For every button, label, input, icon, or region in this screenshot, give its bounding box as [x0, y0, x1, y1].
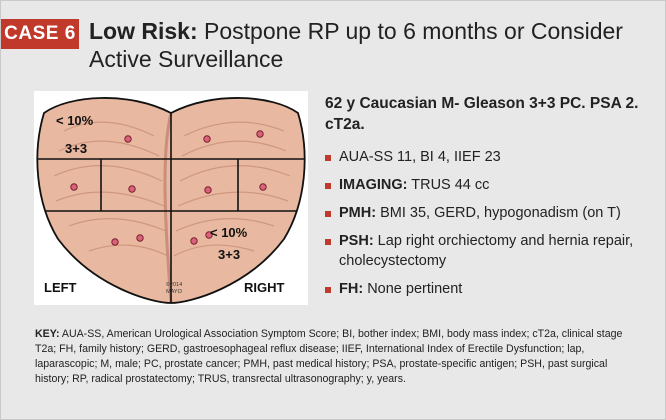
biopsy-site: [70, 183, 78, 191]
biopsy-site: [111, 238, 119, 246]
abbreviation-key: KEY: AUA-SS, American Urological Associa…: [35, 327, 635, 387]
history-item: PMH: BMI 35, GERD, hypogonadism (on T): [325, 203, 655, 223]
history-item: AUA-SS 11, BI 4, IIEF 23: [325, 147, 655, 167]
risk-level-label: Low Risk:: [89, 18, 198, 44]
prostate-outline: [36, 97, 306, 304]
key-label: KEY:: [35, 328, 60, 340]
history-item-text: TRUS 44 cc: [407, 177, 490, 193]
bottom-right-gleason-label: 3+3: [218, 247, 240, 262]
history-item-text: Lap right orchiectomy and hernia repair,…: [339, 233, 634, 269]
history-item-label: FH:: [339, 281, 364, 297]
copyright-year: ©2014: [166, 281, 182, 288]
patient-summary: 62 y Caucasian M- Gleason 3+3 PC. PSA 2.…: [325, 95, 639, 133]
history-item: PSH: Lap right orchiectomy and hernia re…: [325, 231, 655, 271]
biopsy-sites: [70, 130, 267, 246]
key-text: AUA-SS, American Urological Association …: [35, 328, 623, 385]
right-side-label: RIGHT: [244, 280, 285, 295]
case-badge: CASE 6: [1, 19, 79, 49]
bottom-right-percent-label: < 10%: [210, 225, 248, 240]
recommendation-text: Postpone RP up to 6 months or Consider A…: [89, 18, 623, 72]
bullet-marker: [325, 183, 331, 189]
history-item-text: None pertinent: [363, 281, 463, 297]
case-title: Low Risk: Postpone RP up to 6 months or …: [89, 17, 649, 73]
biopsy-site: [190, 237, 198, 245]
bullet-marker: [325, 239, 331, 245]
history-item-text: AUA-SS 11, BI 4, IIEF 23: [339, 149, 501, 165]
history-item-text: BMI 35, GERD, hypogonadism (on T): [376, 205, 621, 221]
biopsy-grid: [37, 97, 305, 304]
biopsy-site: [259, 183, 267, 191]
biopsy-site: [256, 130, 264, 138]
history-item-label: IMAGING:: [339, 177, 408, 193]
history-item-label: PSH:: [339, 233, 374, 249]
top-left-percent-label: < 10%: [56, 113, 94, 128]
prostate-biopsy-diagram: < 10% 3+3 < 10% 3+3 LEFT RIGHT ©2014 MAY…: [34, 91, 308, 305]
history-list: AUA-SS 11, BI 4, IIEF 23 IMAGING: TRUS 4…: [325, 147, 655, 299]
history-item-label: PMH:: [339, 205, 377, 221]
top-left-gleason-label: 3+3: [65, 141, 87, 156]
biopsy-site: [128, 185, 136, 193]
biopsy-site: [136, 234, 144, 242]
biopsy-site: [205, 231, 213, 239]
midline: [163, 112, 173, 304]
bullet-marker: [325, 211, 331, 217]
tissue-fibers: [53, 121, 291, 257]
case-header: CASE 6 Low Risk: Postpone RP up to 6 mon…: [1, 1, 666, 85]
copyright-owner: MAYO: [166, 289, 183, 295]
biopsy-site: [204, 186, 212, 194]
bullet-marker: [325, 287, 331, 293]
left-side-label: LEFT: [44, 280, 77, 295]
history-item: IMAGING: TRUS 44 cc: [325, 175, 655, 195]
bullet-marker: [325, 155, 331, 161]
history-item: FH: None pertinent: [325, 279, 655, 299]
biopsy-site: [203, 135, 211, 143]
biopsy-site: [124, 135, 132, 143]
case-details: 62 y Caucasian M- Gleason 3+3 PC. PSA 2.…: [325, 93, 655, 307]
